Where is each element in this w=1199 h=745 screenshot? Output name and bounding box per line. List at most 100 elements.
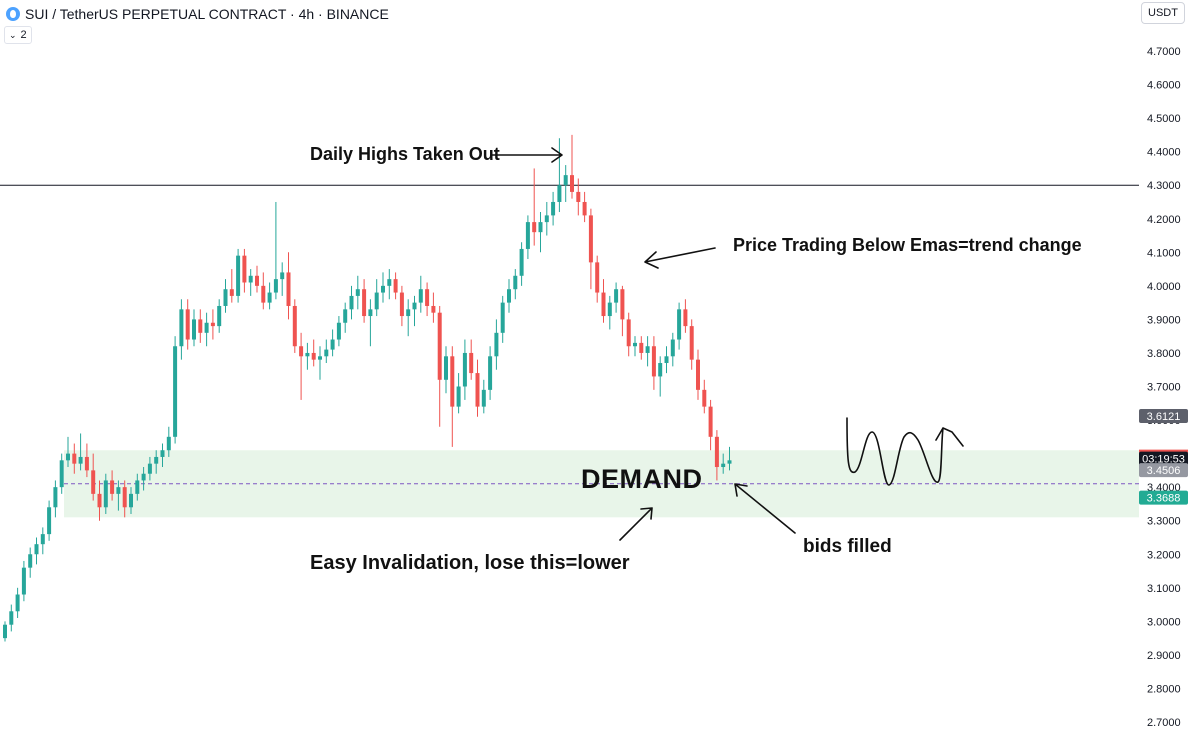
candle-body [34,544,39,555]
candle [633,336,637,357]
y-tick-label: 3.2000 [1147,549,1181,561]
candle [286,252,291,320]
candle-body [670,339,675,357]
candle [664,346,669,374]
y-tick-label: 3.9000 [1147,314,1181,326]
candle [450,346,455,447]
candle-body [160,450,165,457]
candle-body [286,272,291,306]
candle-body [570,175,574,192]
candle-body [513,275,518,290]
candle [620,285,625,337]
y-tick-label: 3.1000 [1147,583,1181,595]
candle-body [84,456,89,471]
candle [15,587,20,618]
candle-body [651,346,656,377]
svg-text:3.4506: 3.4506 [1147,465,1181,477]
collapse-indicators-button[interactable]: ⌄ 2 [4,26,32,44]
candle-body [204,322,209,333]
candle [318,346,322,380]
candle [582,191,587,223]
candle [198,309,203,343]
symbol-title[interactable]: SUI / TetherUS PERPETUAL CONTRACT · 4h ·… [25,6,389,22]
svg-text:03:19:53: 03:19:53 [1142,454,1185,466]
svg-text:3.3688: 3.3688 [1147,493,1181,505]
candle [204,312,209,347]
candle-body [399,292,404,317]
candle-body [166,436,171,451]
candle-body [248,275,253,283]
candle [469,339,474,380]
candle [223,279,228,313]
candle-body [462,352,467,387]
candle-body [185,309,190,340]
candle [639,336,644,360]
candle-body [620,289,625,320]
candle-body [330,339,335,350]
candle-body [261,285,266,303]
candle-body [626,319,631,347]
candle-body [607,302,612,317]
candle [519,242,524,286]
candle [570,134,574,199]
chevron-down-icon: ⌄ [9,29,17,40]
candle [305,342,310,370]
candle [110,470,115,501]
candle-body [601,292,606,317]
candle [708,399,713,451]
y-tick-label: 3.3000 [1147,516,1181,528]
candle [72,443,77,474]
candle-body [59,460,64,488]
candle-body [406,309,411,317]
candle-body [9,611,14,625]
annotation-price-trading: Price Trading Below Emas=trend change [733,235,1082,255]
y-tick-label: 4.0000 [1147,281,1181,293]
candle [418,275,423,313]
chart-header: SUI / TetherUS PERPETUAL CONTRACT · 4h ·… [6,4,389,24]
candle [626,312,631,357]
candle [614,282,619,313]
candle [475,359,480,417]
candle-body [582,201,587,216]
price-tag-lower: 3.3688 [1139,490,1188,505]
y-tick-label: 4.3000 [1147,180,1181,192]
candle-body [324,349,329,357]
candle [425,282,430,317]
y-tick-label: 2.7000 [1147,717,1181,729]
last-price-marker [1139,449,1188,453]
candle [349,285,354,320]
candle-body [91,470,96,494]
candle [727,446,732,471]
candle [513,269,518,300]
candle [53,480,58,518]
candle-body [689,326,694,360]
candle-body [387,279,392,286]
currency-button[interactable]: USDT [1141,2,1185,24]
candle-body [336,322,341,340]
annotation-easy-invalidation: Easy Invalidation, lose this=lower [310,552,630,574]
candle [601,279,606,323]
candle-body [72,453,77,464]
candle-body [280,272,285,280]
candle [607,295,612,330]
candle-body [349,295,354,310]
candle [399,285,404,327]
candle-body [311,352,316,360]
candle [387,269,392,300]
candle-body [223,289,228,306]
candle-body [368,309,373,317]
candle-body [299,346,304,357]
candle [393,272,398,300]
candle [658,356,663,397]
candle-body [677,309,682,340]
candle-body [563,175,568,186]
candle-body [393,279,398,293]
candle [47,500,52,541]
candle-body [374,292,379,310]
candle-body [229,289,234,296]
candle [381,272,385,303]
candle [324,339,329,364]
candle [40,527,45,555]
annotation-demand: DEMAND [581,464,703,494]
